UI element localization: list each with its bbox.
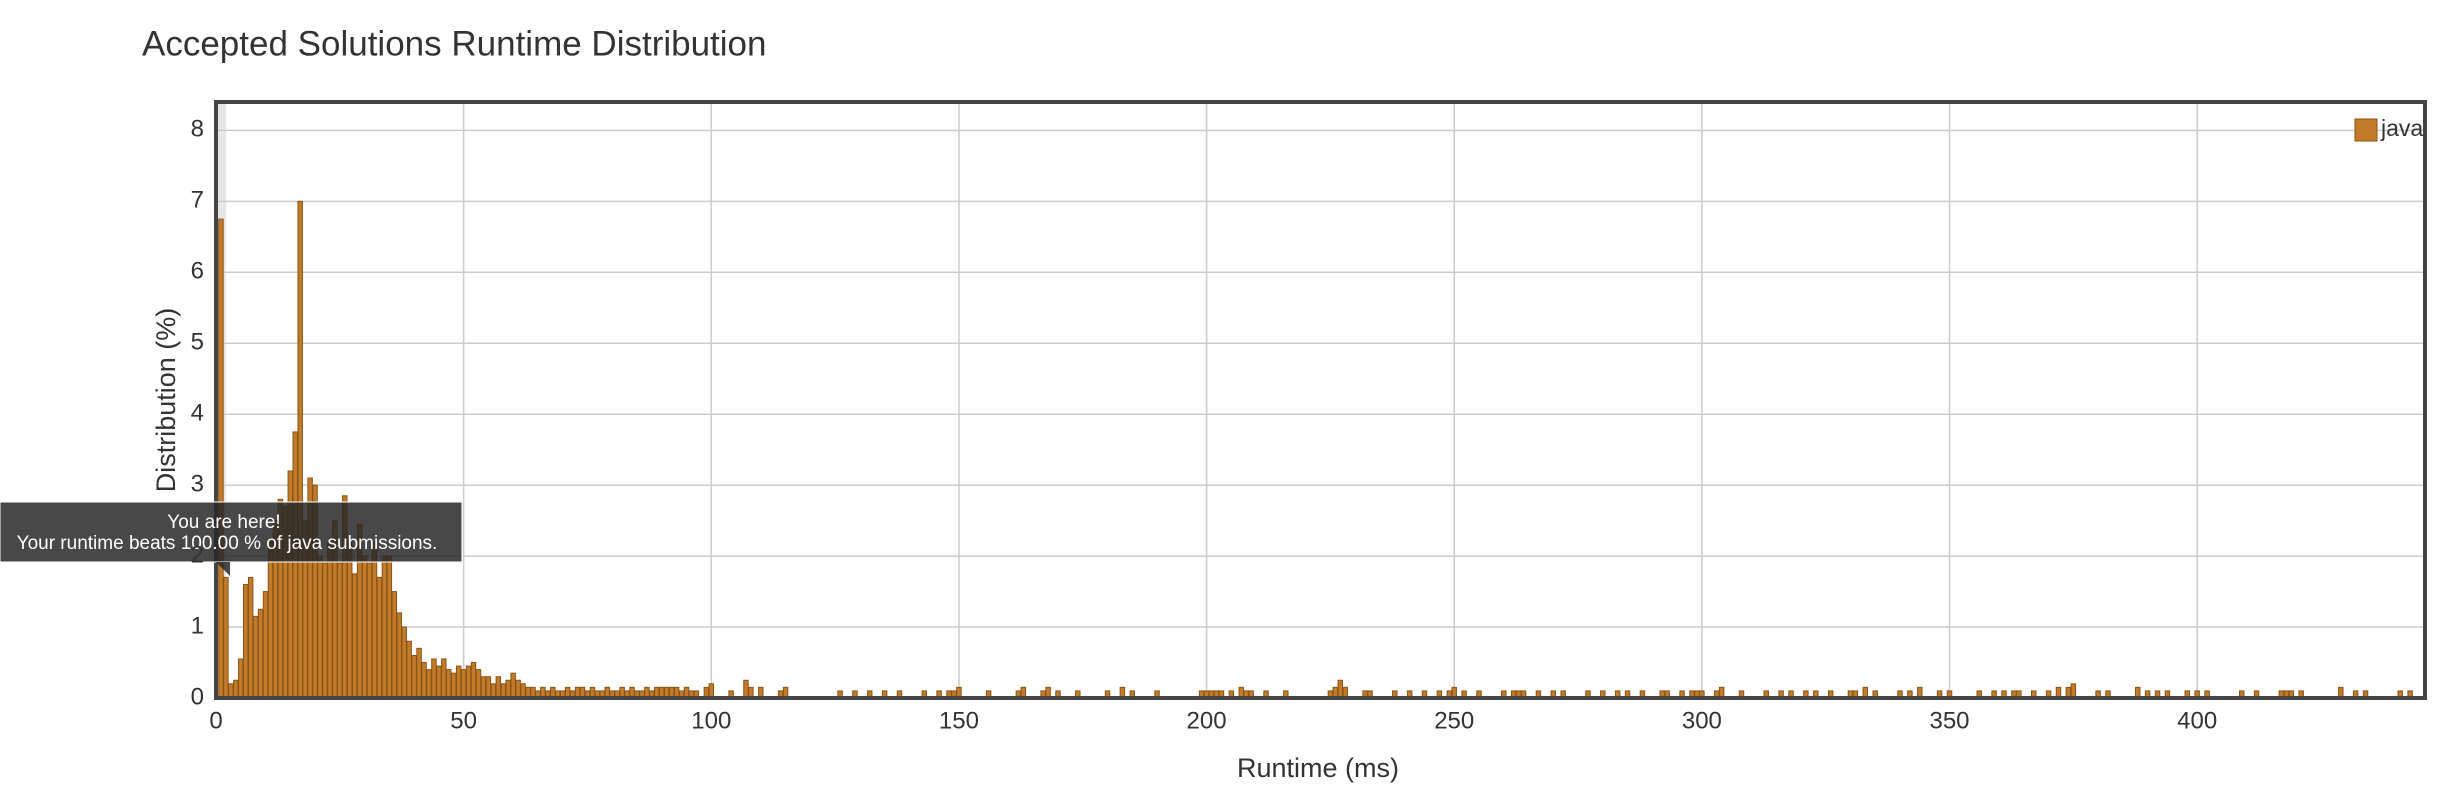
bar [391, 591, 398, 699]
tooltip-box [0, 501, 463, 563]
bar [1337, 679, 1344, 699]
bar [366, 562, 373, 699]
bar [223, 576, 229, 699]
bar [242, 583, 249, 699]
bar [361, 555, 368, 699]
bar [262, 591, 269, 699]
bar [238, 658, 244, 699]
bar [708, 683, 715, 699]
y-tick-label: 4 [191, 400, 204, 427]
bar [2070, 683, 2077, 699]
bar [292, 431, 298, 699]
y-tick-label: 8 [191, 116, 204, 143]
bar [485, 676, 492, 699]
legend-label: java [2380, 115, 2423, 141]
x-tick-label: 250 [1434, 707, 1474, 734]
bar [455, 665, 462, 699]
bar [376, 576, 383, 699]
x-axis-label: Runtime (ms) [1237, 753, 1399, 783]
bar [416, 647, 422, 699]
bar [371, 541, 378, 699]
x-tick-label: 0 [209, 707, 222, 734]
y-tick-label: 0 [191, 683, 204, 710]
bar [396, 612, 402, 699]
legend-swatch [2354, 118, 2378, 142]
bar [480, 676, 487, 699]
bar [421, 662, 427, 699]
bar [490, 683, 497, 699]
bar [381, 555, 388, 699]
x-tick-label: 200 [1187, 707, 1227, 734]
plot-border [214, 100, 2427, 700]
bar [218, 218, 224, 699]
bar [317, 555, 323, 699]
tooltip-title: You are here! [167, 512, 280, 533]
bar [346, 541, 353, 699]
bar [495, 676, 502, 699]
bar [247, 576, 254, 699]
bar [520, 683, 526, 699]
bar [431, 658, 437, 699]
bar [510, 672, 516, 699]
bar [451, 672, 457, 699]
bar [475, 669, 482, 699]
y-axis-label: Distribution (%) [151, 308, 181, 493]
tooltip-text: Your runtime beats 100.00 % of java subm… [17, 533, 438, 554]
bar [297, 200, 303, 699]
bar [426, 669, 432, 699]
bar [465, 665, 472, 699]
y-tick-label: 5 [191, 329, 204, 356]
bar [233, 679, 239, 699]
bar [505, 679, 511, 699]
bar [386, 555, 393, 699]
bar [436, 665, 442, 699]
bar [401, 626, 407, 699]
x-tick-label: 300 [1682, 707, 1722, 734]
bar [500, 683, 506, 699]
bar [228, 683, 234, 699]
bar [322, 562, 328, 699]
bar [460, 669, 467, 699]
chart-title: Accepted Solutions Runtime Distribution [142, 24, 766, 63]
y-tick-label: 6 [191, 258, 204, 285]
bar [337, 562, 343, 699]
bar [470, 662, 477, 699]
tooltip-arrow [216, 562, 230, 576]
bar [267, 541, 274, 699]
bar [446, 669, 452, 699]
x-tick-label: 150 [939, 707, 979, 734]
x-tick-label: 100 [691, 707, 731, 734]
bar [515, 679, 521, 699]
y-tick-label: 2 [191, 541, 204, 568]
bar [252, 615, 259, 699]
bar [411, 654, 417, 699]
y-tick-label: 7 [191, 187, 204, 214]
bar [743, 679, 749, 699]
y-tick-label: 3 [191, 470, 204, 497]
x-tick-label: 400 [2177, 707, 2217, 734]
x-tick-label: 350 [1929, 707, 1969, 734]
y-tick-label: 1 [191, 612, 204, 639]
bar [327, 541, 333, 699]
bar [351, 573, 358, 699]
bar [257, 608, 264, 699]
bar [406, 640, 412, 699]
x-tick-label: 50 [450, 707, 477, 734]
bar [441, 658, 447, 699]
